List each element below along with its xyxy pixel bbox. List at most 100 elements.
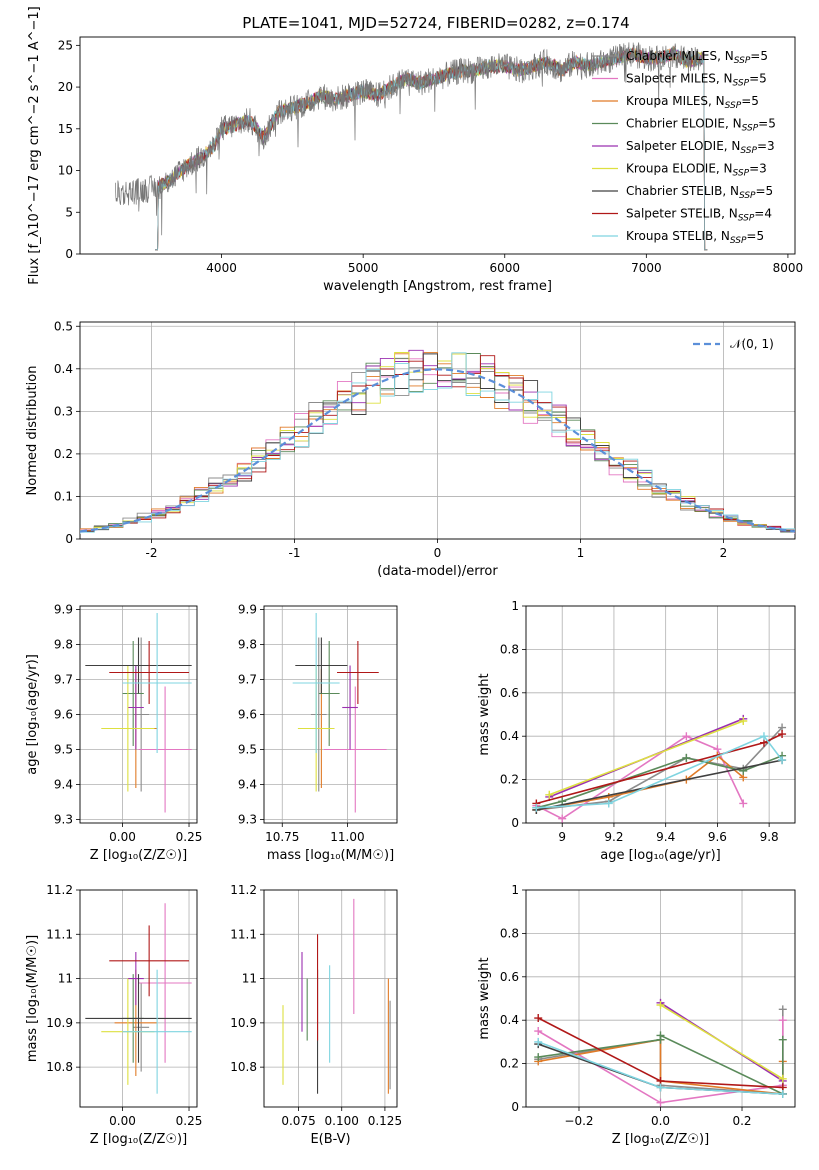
- figure-title: PLATE=1041, MJD=52724, FIBERID=0282, z=0…: [242, 14, 629, 32]
- age-vs-mass-errorbars: [292, 613, 387, 813]
- y-tick-label: 0.4: [500, 729, 519, 743]
- weight-marker: [558, 814, 567, 823]
- legend-entry: Kroupa ELODIE, NSSP=3: [626, 162, 767, 179]
- observed-spectrum: [115, 42, 704, 236]
- spectrum-lines: [115, 42, 708, 251]
- x-tick-label: 9.8: [760, 830, 779, 844]
- y-tick-label: 15: [58, 122, 73, 136]
- age-vs-mass-axes: 10.75 11.00 9.3 9.4 9.5 9.6 9.7 9.8 9.9 mass [log…: [238, 603, 398, 863]
- x-axis-label: Z [log₁₀(Z/Z☉)]: [90, 1132, 187, 1147]
- y-tick-label: 11: [58, 972, 73, 986]
- x-tick-label: 0.25: [176, 830, 203, 844]
- mass-vs-Z-errorbars: [85, 903, 192, 1094]
- x-tick-label: 0: [434, 546, 442, 560]
- x-tick-label: 7000: [631, 261, 662, 275]
- x-tick-label: 0.00: [109, 830, 136, 844]
- y-tick-label: 0.6: [500, 686, 519, 700]
- y-tick-label: 10.9: [230, 1016, 257, 1030]
- y-tick-label: 9.6: [238, 708, 257, 722]
- y-tick-label: 0.4: [54, 362, 73, 376]
- y-axis-label: Normed distribution: [25, 366, 40, 496]
- weight-marker: [778, 1074, 787, 1083]
- y-tick-label: 25: [58, 38, 73, 52]
- y-tick-label: 0: [65, 247, 73, 261]
- y-tick-label: 0.6: [500, 970, 519, 984]
- x-axis-label: Z [log₁₀(Z/Z☉)]: [612, 1132, 709, 1147]
- y-tick-label: 9.8: [54, 638, 73, 652]
- weight-vs-Z-lines: [534, 998, 787, 1107]
- residual-histograms: [80, 349, 795, 535]
- y-tick-label: 11: [242, 972, 257, 986]
- weight-marker: [656, 1083, 665, 1092]
- x-tick-label: 0.125: [368, 1114, 402, 1128]
- x-axis-label: mass [log₁₀(M/M☉)]: [267, 848, 394, 863]
- y-tick-label: 9.9: [54, 603, 73, 617]
- y-tick-label: 0.2: [54, 447, 73, 461]
- weight-marker: [545, 790, 554, 799]
- weight-marker: [778, 1035, 787, 1044]
- age-vs-Z-errorbars: [85, 613, 192, 813]
- legend-entry: Salpeter ELODIE, NSSP=3: [626, 139, 775, 156]
- y-tick-label: 9.5: [238, 743, 257, 757]
- y-tick-label: 10.8: [230, 1060, 257, 1074]
- weight-marker: [532, 803, 541, 812]
- y-tick-label: 11.2: [230, 883, 257, 897]
- x-axis-label: wavelength [Angstrom, rest frame]: [323, 279, 552, 294]
- weight-marker: [682, 732, 691, 741]
- y-tick-label: 0.2: [500, 773, 519, 787]
- y-axis-label: mass weight: [477, 673, 492, 755]
- weight-line: [536, 735, 783, 809]
- weight-vs-Z-frame: [525, 889, 796, 1108]
- mass-vs-ebv-frame: [263, 889, 398, 1108]
- weight-vs-age-frame: [525, 605, 796, 824]
- x-tick-label: 0.075: [281, 1114, 315, 1128]
- weight-marker: [778, 730, 787, 739]
- age-vs-Z-frame: [79, 605, 198, 824]
- weight-marker: [778, 1005, 787, 1014]
- y-tick-label: 9.9: [238, 603, 257, 617]
- x-tick-label: 11.00: [330, 830, 364, 844]
- x-tick-label: 8000: [773, 261, 804, 275]
- mass-vs-ebv-axes: 0.075 0.100 0.125 10.8 10.9 11 11.1 11.2 E(B-V): [230, 883, 402, 1147]
- x-axis-label: age [log₁₀(age/yr)]: [600, 848, 721, 863]
- y-tick-label: 9.7: [238, 673, 257, 687]
- y-tick-label: 0.5: [54, 319, 73, 333]
- x-tick-label: 0.25: [176, 1114, 203, 1128]
- mass-vs-ebv-errorbars: [282, 898, 391, 1094]
- weight-vs-Z-axes: −0.2 0.0 0.2 0 0.2 0.4 0.6 0.8 1 Z [log₁₀(Z/Z☉)] m…: [477, 883, 796, 1147]
- weight-marker: [604, 799, 613, 808]
- x-tick-label: −0.2: [564, 1114, 593, 1128]
- x-tick-label: 2: [720, 546, 728, 560]
- y-tick-label: 20: [58, 80, 73, 94]
- y-tick-label: 0.2: [500, 1057, 519, 1071]
- y-axis-label: age [log₁₀(age/yr)]: [25, 654, 40, 775]
- y-tick-label: 1: [511, 883, 519, 897]
- x-tick-label: 9.6: [708, 830, 727, 844]
- y-tick-label: 10: [58, 164, 73, 178]
- mass-vs-Z-frame: [79, 889, 198, 1108]
- y-axis-label: mass weight: [477, 957, 492, 1039]
- spectrum-axes: 4000 5000 6000 7000 8000 0 5 10 15 20 25 wavelength…: [27, 6, 803, 294]
- weight-marker: [682, 753, 691, 762]
- y-tick-label: 9.8: [238, 638, 257, 652]
- x-tick-label: 1: [577, 546, 585, 560]
- y-tick-label: 11.1: [46, 927, 73, 941]
- legend-entry: Kroupa MILES, NSSP=5: [626, 94, 759, 111]
- y-tick-label: 0.1: [54, 489, 73, 503]
- y-tick-label: 9.7: [54, 673, 73, 687]
- x-tick-label: 6000: [489, 261, 520, 275]
- weight-vs-age-lines: [532, 714, 787, 823]
- x-tick-label: 10.75: [265, 830, 299, 844]
- x-tick-label: -1: [289, 546, 301, 560]
- x-axis-label: Z [log₁₀(Z/Z☉)]: [90, 848, 187, 863]
- x-tick-label: 0.00: [109, 1114, 136, 1128]
- residuals-axes: -2 -1 0 1 2 0 0.1 0.2 0.3 0.4 0.5 (data-model)/erro…: [25, 319, 796, 579]
- legend-entry: Salpeter MILES, NSSP=5: [626, 72, 767, 89]
- age-vs-Z-axes: 0.00 0.25 9.3 9.4 9.5 9.6 9.7 9.8 9.9 Z [log₁₀(Z/…: [25, 603, 202, 864]
- y-tick-label: 0.4: [500, 1013, 519, 1027]
- y-tick-label: 0: [511, 1100, 519, 1114]
- legend-entry: Kroupa STELIB, NSSP=5: [626, 229, 764, 246]
- weight-marker: [534, 1053, 543, 1062]
- residual-histogram: [80, 352, 795, 534]
